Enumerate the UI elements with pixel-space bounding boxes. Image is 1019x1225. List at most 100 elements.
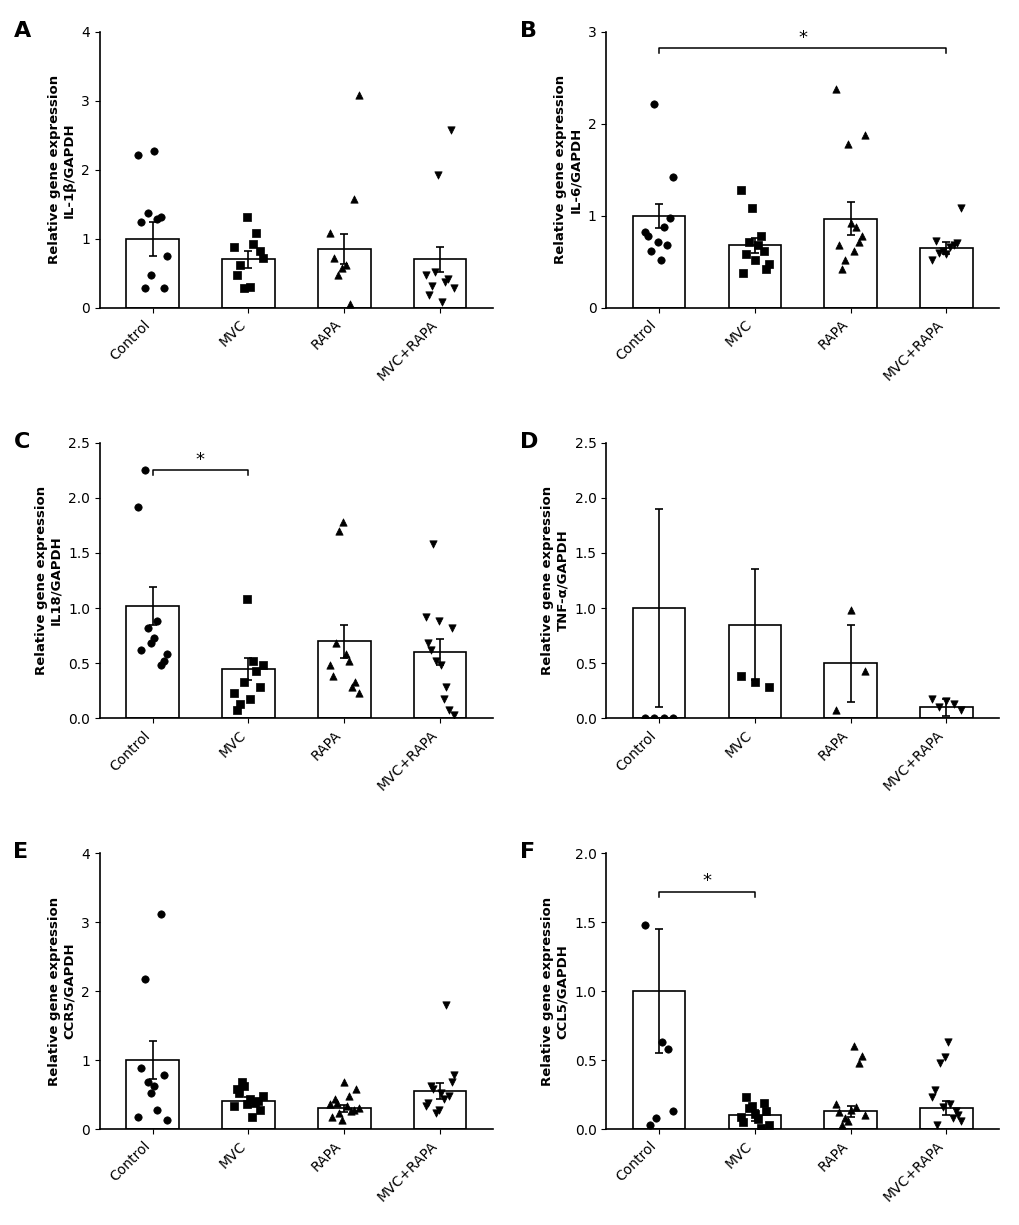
Point [238, 1094, 255, 1114]
Point [937, 691, 954, 710]
Point [248, 223, 264, 243]
Bar [919, 247, 972, 307]
Point [159, 246, 175, 266]
Bar [126, 1060, 178, 1129]
Text: A: A [13, 21, 31, 40]
Bar [823, 663, 876, 718]
Y-axis label: Relative gene expression
IL-6/GAPDH: Relative gene expression IL-6/GAPDH [553, 75, 582, 265]
Point [746, 1104, 762, 1123]
Y-axis label: Relative gene expression
CCR5/GAPDH: Relative gene expression CCR5/GAPDH [48, 897, 75, 1085]
Point [645, 708, 661, 728]
Point [834, 260, 850, 279]
Point [328, 1093, 344, 1112]
Point [440, 1087, 457, 1106]
Y-axis label: Relative gene expression
TNF-α/GAPDH: Relative gene expression TNF-α/GAPDH [541, 486, 569, 675]
Bar [919, 1109, 972, 1129]
Point [830, 1102, 847, 1122]
Point [156, 1066, 172, 1085]
Point [839, 135, 855, 154]
Bar [823, 1111, 876, 1129]
Bar [632, 216, 685, 307]
Point [236, 1076, 253, 1095]
Point [443, 1072, 460, 1091]
Point [658, 235, 675, 255]
Point [346, 673, 363, 692]
Point [853, 227, 869, 246]
Bar [632, 608, 685, 718]
Point [931, 1054, 948, 1073]
Point [732, 180, 748, 200]
Point [933, 1098, 950, 1117]
Point [443, 619, 460, 638]
Point [647, 1109, 663, 1128]
Point [642, 241, 658, 261]
Point [425, 534, 441, 554]
Point [938, 1033, 955, 1052]
Bar [728, 1115, 781, 1129]
Point [752, 227, 768, 246]
Point [746, 250, 762, 270]
Point [231, 1083, 248, 1102]
Point [417, 265, 433, 284]
Point [242, 1089, 258, 1109]
Point [760, 677, 776, 697]
Point [649, 232, 665, 251]
Point [235, 673, 252, 692]
Point [853, 1046, 869, 1066]
Point [143, 265, 159, 284]
Bar [126, 239, 178, 307]
Point [342, 1101, 359, 1121]
Point [442, 120, 459, 140]
Point [425, 1079, 441, 1099]
Point [433, 293, 449, 312]
Point [321, 223, 337, 243]
Bar [318, 1109, 370, 1129]
Point [329, 265, 345, 284]
Point [331, 1104, 347, 1123]
Bar [728, 245, 781, 307]
Point [245, 234, 261, 254]
Point [232, 695, 249, 714]
Point [928, 1115, 945, 1134]
Bar [413, 1091, 466, 1129]
Point [948, 234, 964, 254]
Point [933, 241, 950, 261]
Point [749, 1110, 765, 1129]
Point [137, 969, 153, 989]
Point [229, 265, 246, 284]
Point [925, 1080, 942, 1100]
Point [340, 652, 357, 671]
Point [143, 1083, 159, 1102]
Point [636, 223, 652, 243]
Point [321, 1094, 337, 1114]
Point [445, 1066, 462, 1085]
Point [842, 600, 858, 620]
Point [229, 699, 246, 719]
Point [343, 677, 360, 697]
Point [423, 276, 439, 295]
Point [923, 688, 940, 708]
Point [659, 1039, 676, 1058]
Point [652, 250, 668, 270]
Point [440, 699, 457, 719]
Point [255, 249, 271, 268]
Point [752, 1118, 768, 1138]
Point [133, 641, 150, 660]
Point [248, 662, 264, 681]
Point [856, 125, 872, 145]
Point [834, 1115, 850, 1134]
Point [827, 1094, 844, 1114]
Point [923, 250, 940, 270]
Point [133, 212, 150, 232]
Point [140, 1072, 156, 1091]
Point [255, 655, 271, 675]
Point [137, 461, 153, 480]
Point [159, 1110, 175, 1129]
Point [732, 1107, 748, 1127]
Point [225, 238, 242, 257]
Point [245, 652, 261, 671]
Text: *: * [798, 29, 806, 47]
Point [347, 1079, 364, 1099]
Point [945, 695, 961, 714]
Point [247, 1093, 263, 1112]
